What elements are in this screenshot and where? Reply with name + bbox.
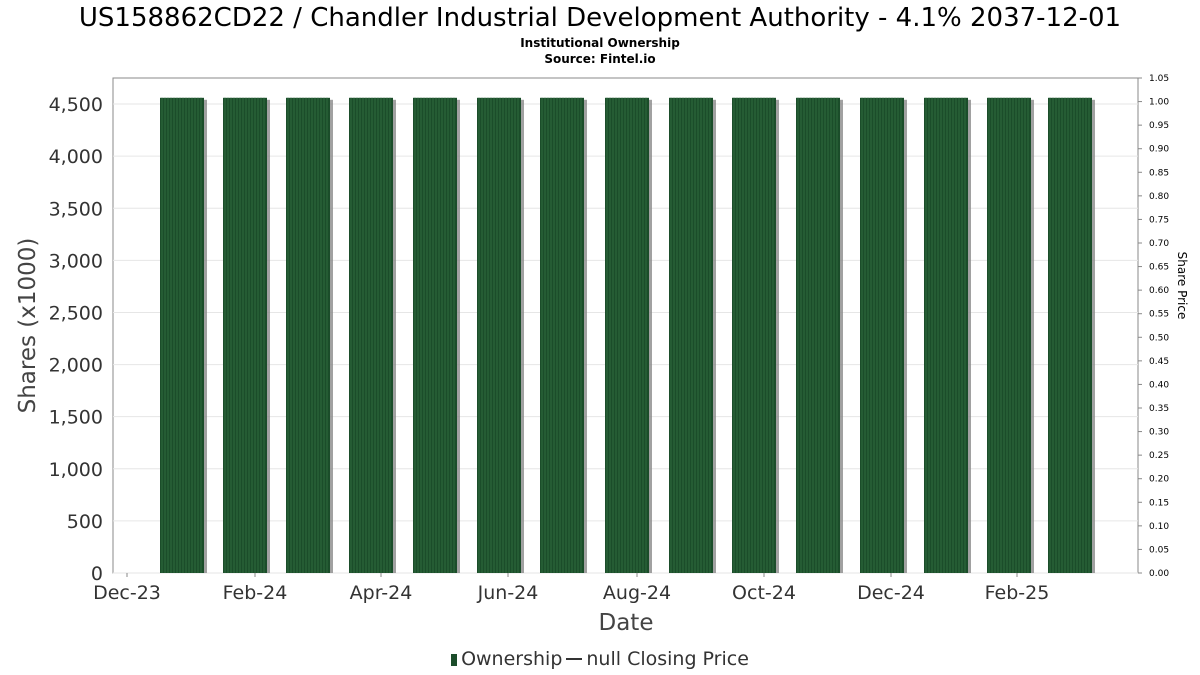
y2-tick-label: 0.05	[1149, 545, 1169, 555]
y2-tick-label: 0.00	[1149, 569, 1169, 579]
y-tick-label: 1,500	[49, 407, 103, 429]
x-tick-label: Dec-24	[857, 582, 925, 604]
y2-tick-label: 0.50	[1149, 333, 1169, 343]
y2-tick-label: 0.85	[1149, 168, 1169, 178]
chart-subtitle: Institutional Ownership	[520, 36, 680, 50]
ownership-bar	[605, 97, 649, 574]
x-tick-label: Dec-23	[93, 582, 161, 604]
y-axis-title: Shares (x1000)	[15, 238, 41, 414]
y2-tick-label: 0.80	[1149, 192, 1169, 202]
y2-tick-label: 0.90	[1149, 145, 1169, 155]
x-tick-label: Feb-25	[985, 582, 1050, 604]
y2-tick-label: 0.25	[1149, 451, 1169, 461]
ownership-bar	[349, 97, 393, 574]
y2-tick-label: 0.65	[1149, 263, 1169, 273]
x-tick-label: Aug-24	[603, 582, 671, 604]
legend-price-label[interactable]: null Closing Price	[586, 648, 749, 670]
chart-legend: Ownership null Closing Price	[0, 648, 1200, 670]
y2-axis-title: Share Price	[1175, 252, 1189, 320]
legend-ownership-label[interactable]: Ownership	[461, 648, 563, 670]
y2-tick-label: 0.75	[1149, 215, 1169, 225]
ownership-bar	[160, 97, 204, 574]
y2-tick-label: 0.70	[1149, 239, 1169, 249]
y2-tick-label: 0.40	[1149, 380, 1169, 390]
y2-tick-label: 0.95	[1149, 121, 1169, 131]
ownership-bar	[413, 97, 457, 574]
ownership-bar	[477, 97, 521, 574]
ownership-bar	[669, 97, 713, 574]
y2-tick-label: 0.35	[1149, 404, 1169, 414]
ownership-legend-swatch	[451, 654, 458, 666]
price-legend-swatch	[566, 658, 583, 660]
y2-tick-label: 1.05	[1149, 74, 1169, 84]
x-tick-label: Feb-24	[223, 582, 288, 604]
y2-tick-label: 0.45	[1149, 357, 1169, 367]
y-tick-label: 0	[91, 563, 103, 585]
y-tick-label: 3,000	[49, 250, 103, 272]
y-tick-label: 2,500	[49, 302, 103, 324]
y-tick-label: 2,000	[49, 355, 103, 377]
y2-tick-label: 0.60	[1149, 286, 1169, 296]
y2-tick-label: 0.20	[1149, 475, 1169, 485]
ownership-bar	[732, 97, 776, 574]
y2-tick-label: 0.30	[1149, 428, 1169, 438]
y-tick-label: 3,500	[49, 198, 103, 220]
x-tick-label: Jun-24	[477, 582, 539, 604]
ownership-bar	[796, 97, 840, 574]
chart-source: Source: Fintel.io	[544, 52, 656, 66]
ownership-bar	[924, 97, 968, 574]
ownership-bar	[223, 97, 267, 574]
ownership-bar	[1048, 97, 1092, 574]
y-tick-label: 4,000	[49, 146, 103, 168]
y-tick-label: 1,000	[49, 459, 103, 481]
ownership-bars	[160, 97, 1095, 574]
ownership-bar	[540, 97, 584, 574]
chart-title: US158862CD22 / Chandler Industrial Devel…	[78, 3, 1122, 33]
x-tick-label: Apr-24	[350, 582, 413, 604]
y2-tick-label: 0.55	[1149, 310, 1169, 320]
ownership-bar	[987, 97, 1031, 574]
y-tick-label: 500	[67, 511, 103, 533]
y2-tick-label: 0.10	[1149, 522, 1169, 532]
y2-tick-label: 1.00	[1149, 98, 1169, 108]
y-tick-label: 4,500	[49, 94, 103, 116]
ownership-bar	[286, 97, 330, 574]
y2-tick-label: 0.15	[1149, 498, 1169, 508]
ownership-bar	[860, 97, 904, 574]
x-axis-title: Date	[599, 610, 654, 636]
x-tick-label: Oct-24	[732, 582, 796, 604]
